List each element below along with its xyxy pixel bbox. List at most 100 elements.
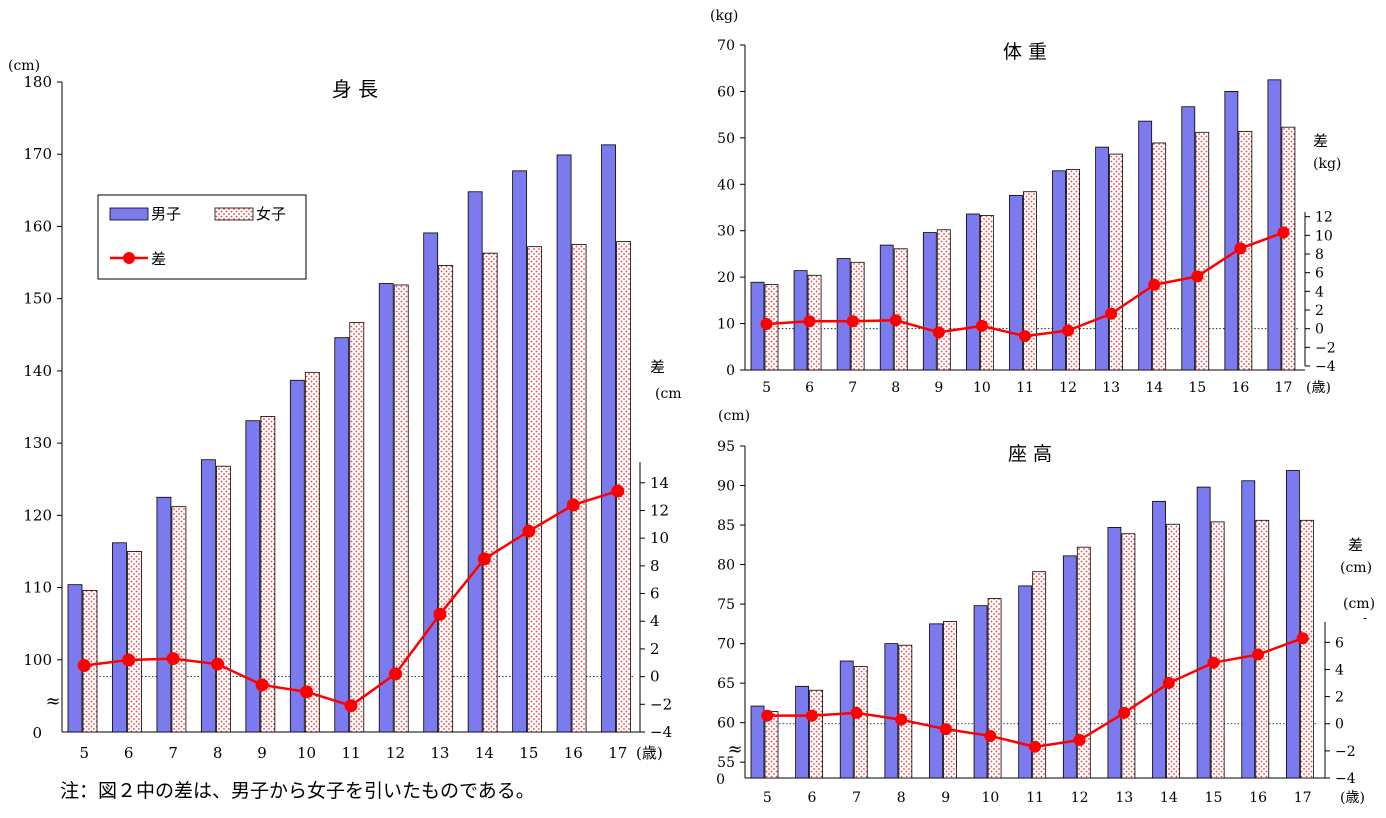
y-tick-label: 60 — [717, 84, 735, 100]
y-tick-label: 95 — [717, 439, 735, 455]
bar-male — [1138, 120, 1153, 371]
bar-male — [1181, 106, 1196, 371]
axis-break-mark: ≈ — [727, 739, 742, 760]
x-tick-label: 5 — [762, 380, 771, 396]
x-axis-unit: (歳) — [636, 744, 663, 762]
difference-point — [566, 498, 580, 512]
legend-label-male: 男子 — [151, 205, 181, 223]
y-tick-label: 85 — [717, 518, 735, 534]
sitting-height-chart: 座 高(cm)差(cm)(cm)-5560657075808590950≈−4−… — [716, 408, 1375, 806]
x-tick-label: 10 — [973, 380, 991, 396]
bar-female — [1066, 169, 1080, 371]
x-tick-label: 16 — [564, 744, 583, 762]
bar-female — [438, 265, 454, 733]
chart-title: 身 長 — [332, 77, 378, 101]
y2-tick-label: 6 — [650, 585, 660, 603]
x-tick-label: 11 — [341, 744, 360, 762]
y-axis-unit: (cm) — [8, 58, 40, 74]
difference-point — [850, 706, 863, 719]
bar-male — [245, 420, 261, 733]
y-tick-label: 30 — [717, 224, 735, 240]
bar-female — [1076, 546, 1091, 779]
y2-tick-label: 2 — [1315, 303, 1324, 319]
bar-male — [200, 459, 216, 733]
y-tick-label: 65 — [717, 676, 735, 692]
bar-male — [1285, 470, 1300, 779]
y-tick-label: 0 — [726, 363, 735, 379]
difference-point — [1105, 307, 1118, 320]
bar-male — [1062, 555, 1077, 779]
bar-female — [171, 506, 187, 733]
difference-point — [895, 713, 908, 726]
bar-male — [795, 685, 810, 779]
y2-axis-unit-secondary: (cm) — [1343, 596, 1375, 612]
y2-tick-label: −2 — [1335, 744, 1356, 760]
bar-female — [853, 666, 868, 779]
chart-title: 座 高 — [1008, 443, 1052, 465]
y-tick-label: 120 — [23, 506, 52, 524]
y2-tick-label: 10 — [650, 529, 669, 547]
difference-point — [300, 685, 314, 699]
x-axis-unit: (歳) — [1306, 380, 1331, 396]
y2-tick-label: 12 — [650, 501, 669, 519]
x-tick-label: 8 — [891, 380, 900, 396]
legend: 男子 女子差 — [97, 194, 307, 280]
bar-female — [571, 244, 587, 733]
bar-female — [1109, 153, 1124, 371]
bar-male — [1107, 527, 1122, 779]
legend-swatch-female — [214, 207, 254, 221]
y-tick-label: 75 — [717, 597, 735, 613]
difference-point — [1029, 740, 1041, 753]
legend-label-difference: 差 — [151, 250, 166, 268]
x-tick-label: 13 — [1102, 380, 1120, 396]
legend-label-female: 女子 — [256, 205, 286, 223]
x-tick-label: 6 — [805, 380, 814, 396]
x-tick-label: 7 — [168, 744, 178, 762]
x-tick-label: 17 — [608, 744, 627, 762]
y-axis-unit: (cm) — [718, 408, 750, 424]
bar-female — [1023, 191, 1037, 371]
y2-tick-label: 6 — [1335, 635, 1344, 651]
difference-point — [1252, 648, 1265, 661]
height-chart: 身 長(cm)差(cm1001101201301401501601701800≈… — [8, 58, 682, 762]
x-tick-label: 5 — [79, 744, 89, 762]
bar-male — [884, 643, 899, 779]
bar-female — [215, 465, 231, 733]
y-axis-unit: (kg) — [710, 8, 738, 24]
y2-axis-mark: - — [1363, 611, 1367, 625]
y-tick-label: 80 — [717, 558, 735, 574]
bar-female — [979, 214, 994, 371]
difference-point — [1148, 278, 1161, 291]
bar-female — [898, 644, 913, 779]
y2-tick-label: 0 — [1335, 717, 1344, 733]
bar-male — [378, 283, 394, 733]
difference-point — [846, 315, 859, 328]
y2-tick-label: 8 — [1315, 247, 1324, 263]
bar-female — [127, 551, 142, 733]
y-tick-label: 100 — [23, 651, 52, 669]
difference-point — [760, 318, 773, 330]
bar-female — [1299, 519, 1314, 779]
bar-female — [809, 689, 824, 779]
x-tick-label: 12 — [1059, 380, 1077, 396]
bar-female — [1152, 142, 1167, 371]
x-tick-label: 14 — [475, 744, 494, 762]
bar-male — [1095, 146, 1110, 371]
y2-tick-label: 8 — [650, 557, 660, 575]
bar-female — [349, 322, 365, 733]
x-tick-label: 14 — [1145, 380, 1163, 396]
bar-female — [304, 371, 320, 733]
bar-male — [289, 379, 305, 733]
bar-female — [1195, 131, 1210, 371]
x-tick-label: 17 — [1275, 380, 1293, 396]
x-tick-label: 11 — [1026, 790, 1044, 806]
y2-axis-unit: (cm — [655, 386, 682, 402]
y-tick-label: 110 — [23, 579, 52, 597]
difference-point — [1234, 242, 1247, 255]
bar-female — [1121, 533, 1136, 779]
y2-tick-label: −4 — [1335, 771, 1356, 787]
y2-tick-label: 4 — [1335, 662, 1344, 678]
y-tick-label: 0 — [716, 772, 725, 788]
difference-point — [889, 314, 902, 327]
bar-male — [112, 542, 127, 733]
